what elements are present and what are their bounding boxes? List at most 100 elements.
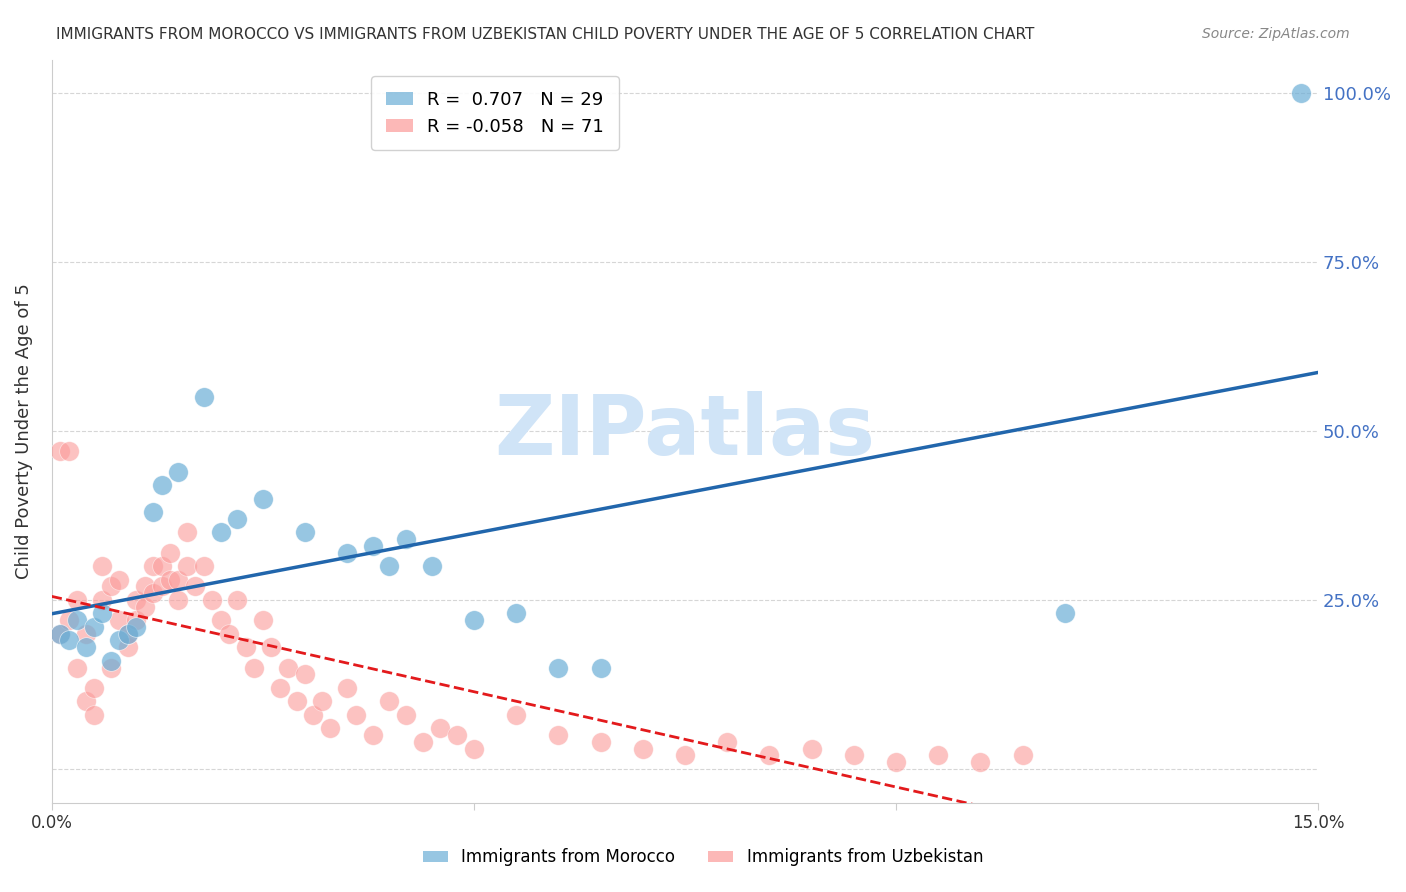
- Point: [58, 613, 80, 627]
- Point: [260, 640, 283, 655]
- Point: [547, 728, 569, 742]
- Point: [117, 640, 139, 655]
- Point: [91, 593, 114, 607]
- Point: [167, 573, 190, 587]
- Point: [378, 559, 401, 574]
- Y-axis label: Child Poverty Under the Age of 5: Child Poverty Under the Age of 5: [15, 283, 32, 579]
- Point: [75, 640, 97, 655]
- Point: [463, 613, 485, 627]
- Point: [269, 681, 291, 695]
- Point: [75, 694, 97, 708]
- Point: [505, 607, 527, 621]
- Point: [277, 660, 299, 674]
- Text: Source: ZipAtlas.com: Source: ZipAtlas.com: [1202, 27, 1350, 41]
- Point: [395, 707, 418, 722]
- Point: [243, 660, 266, 674]
- Point: [117, 626, 139, 640]
- Point: [800, 741, 823, 756]
- Point: [235, 640, 257, 655]
- Point: [58, 633, 80, 648]
- Point: [336, 681, 359, 695]
- Point: [226, 593, 249, 607]
- Point: [83, 681, 105, 695]
- Point: [108, 613, 131, 627]
- Point: [716, 735, 738, 749]
- Point: [142, 505, 165, 519]
- Point: [294, 525, 316, 540]
- Point: [176, 525, 198, 540]
- Point: [100, 579, 122, 593]
- Point: [311, 694, 333, 708]
- Point: [252, 613, 274, 627]
- Point: [201, 593, 224, 607]
- Point: [505, 707, 527, 722]
- Point: [218, 626, 240, 640]
- Point: [58, 444, 80, 458]
- Point: [969, 755, 991, 769]
- Point: [66, 613, 89, 627]
- Point: [100, 654, 122, 668]
- Point: [446, 728, 468, 742]
- Point: [150, 559, 173, 574]
- Point: [108, 573, 131, 587]
- Point: [134, 599, 156, 614]
- Point: [420, 559, 443, 574]
- Point: [167, 593, 190, 607]
- Point: [49, 626, 72, 640]
- Point: [75, 626, 97, 640]
- Point: [1053, 607, 1076, 621]
- Legend: R =  0.707   N = 29, R = -0.058   N = 71: R = 0.707 N = 29, R = -0.058 N = 71: [371, 76, 619, 150]
- Text: IMMIGRANTS FROM MOROCCO VS IMMIGRANTS FROM UZBEKISTAN CHILD POVERTY UNDER THE AG: IMMIGRANTS FROM MOROCCO VS IMMIGRANTS FR…: [56, 27, 1035, 42]
- Point: [361, 728, 384, 742]
- Legend: Immigrants from Morocco, Immigrants from Uzbekistan: Immigrants from Morocco, Immigrants from…: [415, 840, 991, 875]
- Point: [209, 525, 232, 540]
- Point: [159, 546, 181, 560]
- Point: [547, 660, 569, 674]
- Point: [589, 735, 612, 749]
- Point: [395, 532, 418, 546]
- Point: [758, 748, 780, 763]
- Point: [125, 620, 148, 634]
- Point: [150, 478, 173, 492]
- Point: [108, 633, 131, 648]
- Text: ZIPatlas: ZIPatlas: [495, 391, 876, 472]
- Point: [673, 748, 696, 763]
- Point: [117, 626, 139, 640]
- Point: [631, 741, 654, 756]
- Point: [159, 573, 181, 587]
- Point: [91, 559, 114, 574]
- Point: [252, 491, 274, 506]
- Point: [66, 593, 89, 607]
- Point: [336, 546, 359, 560]
- Point: [884, 755, 907, 769]
- Point: [302, 707, 325, 722]
- Point: [1011, 748, 1033, 763]
- Point: [100, 660, 122, 674]
- Point: [134, 579, 156, 593]
- Point: [49, 444, 72, 458]
- Point: [226, 512, 249, 526]
- Point: [184, 579, 207, 593]
- Point: [142, 586, 165, 600]
- Point: [176, 559, 198, 574]
- Point: [589, 660, 612, 674]
- Point: [319, 721, 342, 735]
- Point: [927, 748, 949, 763]
- Point: [125, 613, 148, 627]
- Point: [361, 539, 384, 553]
- Point: [344, 707, 367, 722]
- Point: [429, 721, 451, 735]
- Point: [150, 579, 173, 593]
- Point: [49, 626, 72, 640]
- Point: [83, 620, 105, 634]
- Point: [83, 707, 105, 722]
- Point: [142, 559, 165, 574]
- Point: [209, 613, 232, 627]
- Point: [463, 741, 485, 756]
- Point: [193, 390, 215, 404]
- Point: [842, 748, 865, 763]
- Point: [193, 559, 215, 574]
- Point: [167, 465, 190, 479]
- Point: [91, 607, 114, 621]
- Point: [412, 735, 434, 749]
